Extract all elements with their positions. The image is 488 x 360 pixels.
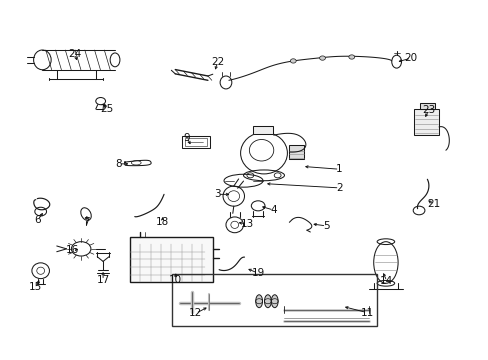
Bar [184,138,206,146]
Text: 19: 19 [251,268,264,278]
Text: 15: 15 [29,282,42,292]
Text: 8: 8 [115,159,122,169]
Text: 5: 5 [323,221,329,231]
Ellipse shape [255,295,262,308]
Text: 4: 4 [270,205,277,215]
Text: 9: 9 [183,133,190,143]
Text: 24: 24 [68,49,81,59]
Bar [182,136,210,148]
Text: 22: 22 [211,57,224,67]
Bar [253,126,272,134]
Ellipse shape [319,56,325,60]
Text: 21: 21 [426,199,439,210]
Text: 14: 14 [380,276,393,286]
Ellipse shape [290,59,296,63]
Text: 1: 1 [336,164,342,174]
Text: 25: 25 [100,104,113,114]
Text: 20: 20 [404,53,417,63]
Bar [419,103,434,109]
Text: 7: 7 [82,217,89,227]
Text: 18: 18 [156,217,169,227]
Text: 6: 6 [34,215,41,225]
Bar [413,109,438,135]
Text: 17: 17 [96,275,109,285]
Text: 16: 16 [66,245,80,255]
Ellipse shape [271,295,278,308]
Text: 3: 3 [214,189,221,199]
Text: 2: 2 [336,183,342,193]
Text: 10: 10 [168,275,182,285]
Ellipse shape [348,55,354,59]
Text: 12: 12 [189,309,202,318]
Bar [289,145,304,159]
Ellipse shape [264,295,271,308]
Text: 11: 11 [360,308,373,318]
Bar [172,274,376,326]
Text: 13: 13 [240,219,253,229]
Bar [130,237,212,282]
Text: 23: 23 [421,105,434,115]
